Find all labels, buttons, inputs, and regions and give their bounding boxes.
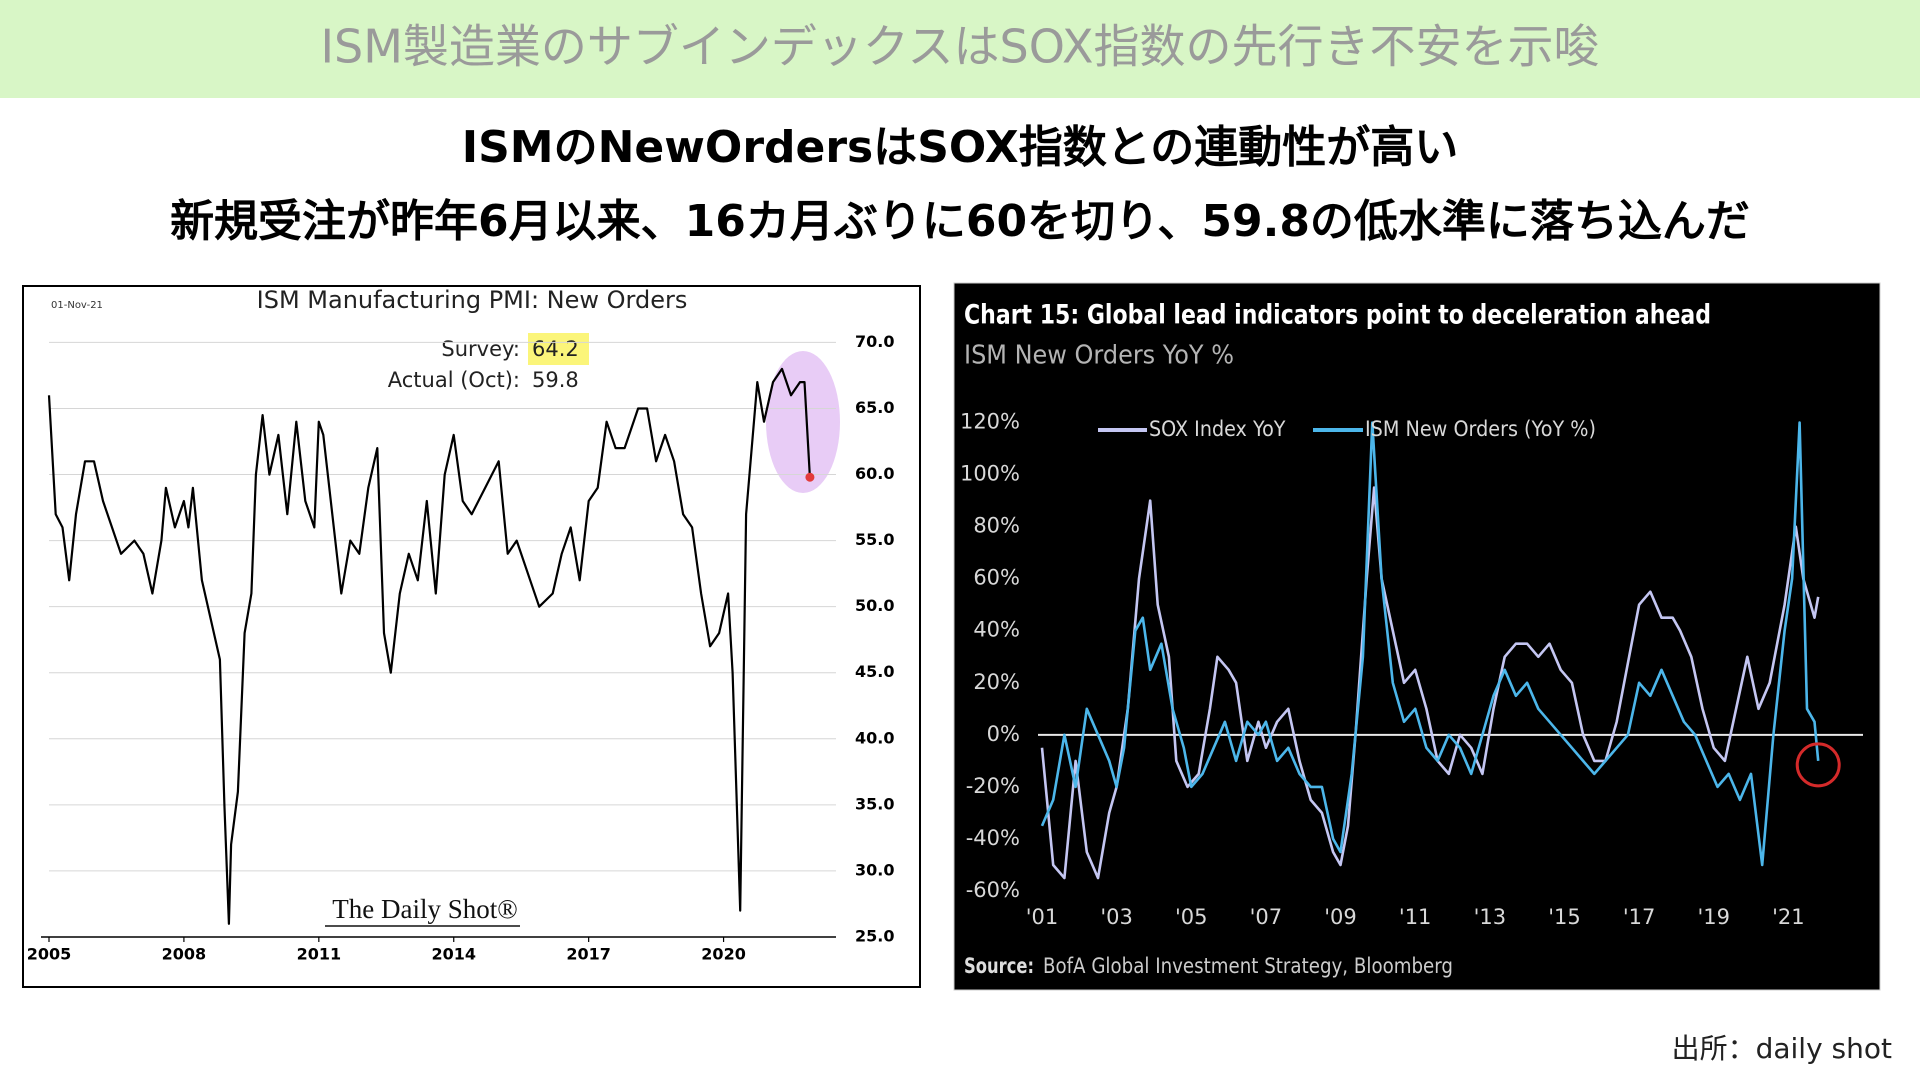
annotation-label: Survey: — [441, 337, 520, 361]
legend-label: SOX Index YoY — [1149, 417, 1286, 441]
x-tick-label: '01 — [1026, 905, 1059, 929]
data-line — [1040, 421, 1820, 867]
banner: ISM製造業のサブインデックスはSOX指数の先行き不安を示唆 — [320, 20, 1599, 74]
x-tick-label: 2005 — [27, 945, 72, 964]
y-tick-label: 45.0 — [855, 662, 894, 681]
data-line — [1040, 486, 1820, 880]
x-tick-label: '13 — [1474, 905, 1507, 929]
y-tick-label: 40% — [973, 618, 1020, 642]
y-tick-label: -20% — [966, 774, 1020, 798]
y-tick-label: 25.0 — [855, 927, 894, 946]
x-tick-label: 2011 — [297, 945, 342, 964]
x-tick-label: '07 — [1250, 905, 1283, 929]
annotation-value: 59.8 — [532, 368, 579, 392]
source-note: 出所：daily shot — [1672, 1032, 1892, 1065]
y-tick-label: 70.0 — [855, 332, 894, 351]
y-tick-label: 65.0 — [855, 398, 894, 417]
x-tick-label: '05 — [1175, 905, 1208, 929]
y-tick-label: 120% — [960, 410, 1020, 434]
x-tick-label: 2008 — [162, 945, 207, 964]
chart-date: 01-Nov-21 — [51, 300, 103, 311]
highlight-ellipse — [766, 351, 840, 493]
y-tick-label: 60% — [973, 566, 1020, 590]
data-line — [47, 367, 811, 925]
headline: ISMのNewOrdersはSOX指数との連動性が高い — [462, 122, 1459, 173]
y-tick-label: 40.0 — [855, 728, 894, 747]
source-text: BofA Global Investment Strategy, Bloombe… — [1043, 954, 1453, 978]
y-tick-label: 0% — [987, 722, 1020, 746]
x-tick-label: '19 — [1697, 905, 1730, 929]
banner-bg — [0, 0, 1920, 98]
y-tick-label: 20% — [973, 670, 1020, 694]
chart-title: ISM Manufacturing PMI: New Orders — [257, 286, 688, 314]
legend-label: ISM New Orders (YoY %) — [1365, 417, 1596, 441]
chart-subtitle: ISM New Orders YoY % — [964, 341, 1234, 371]
source-label: Source: — [964, 954, 1034, 978]
chart-title: Chart 15: Global lead indicators point t… — [964, 300, 1711, 331]
annotation-label: Actual (Oct): — [388, 368, 520, 392]
y-tick-label: 100% — [960, 462, 1020, 486]
watermark: The Daily Shot® — [332, 894, 518, 924]
y-tick-label: 30.0 — [855, 860, 894, 879]
x-tick-label: '21 — [1772, 905, 1805, 929]
y-tick-label: 35.0 — [855, 794, 894, 813]
x-tick-label: '11 — [1399, 905, 1432, 929]
annotation-value: 64.2 — [532, 337, 579, 361]
annotation-highlight — [528, 333, 589, 365]
x-tick-label: 2017 — [566, 945, 611, 964]
y-tick-label: -60% — [966, 878, 1020, 902]
subheadline: 新規受注が昨年6月以来、16カ月ぶりに60を切り、59.8の低水準に落ち込んだ — [170, 196, 1750, 247]
highlight-circle — [1795, 742, 1841, 788]
y-tick-label: 80% — [973, 514, 1020, 538]
y-tick-label: 60.0 — [855, 464, 894, 483]
x-tick-label: 2020 — [701, 945, 746, 964]
y-tick-label: 55.0 — [855, 530, 894, 549]
x-tick-label: 2014 — [431, 945, 476, 964]
x-tick-label: '09 — [1324, 905, 1357, 929]
x-tick-label: '17 — [1623, 905, 1656, 929]
last-point — [805, 472, 815, 482]
x-tick-label: '03 — [1100, 905, 1133, 929]
y-tick-label: 50.0 — [855, 596, 894, 615]
x-tick-label: '15 — [1548, 905, 1581, 929]
y-tick-label: -40% — [966, 826, 1020, 850]
right-chart-frame — [953, 282, 1881, 991]
